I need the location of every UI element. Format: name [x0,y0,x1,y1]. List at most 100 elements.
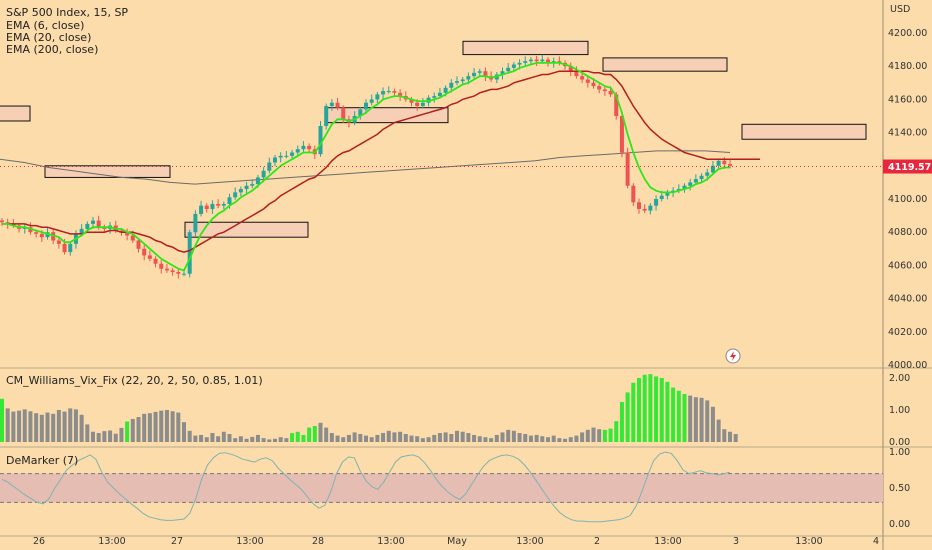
vix-bar [329,433,334,442]
vix-bar [273,438,277,442]
vix-bar [5,408,10,442]
candle-body [307,145,312,150]
candle-body [204,205,209,209]
candle-body [341,107,346,120]
candle-body [96,220,101,228]
vix-bar [375,434,380,442]
lightning-icon-bolt [730,351,736,361]
vix-bar [648,374,653,442]
candle-body [182,273,186,275]
vix-bar [625,392,630,442]
vix-bar [437,433,442,442]
vix-bar [705,400,710,442]
vix-bar [682,394,687,442]
vix-bar [324,427,329,442]
vix-bar [398,431,403,442]
vix-bar [693,397,698,442]
vix-bar [699,397,704,442]
candle-body [381,91,386,95]
vix-bar [460,431,465,442]
vix-bar [551,435,556,442]
vix-bar [39,414,44,442]
vix-bar [568,437,573,442]
candle-body [460,79,465,82]
vix-bar [267,439,272,442]
legend-ema20[interactable]: EMA (20, close) [6,31,92,44]
vix-bar [250,436,255,442]
time-tick-label: 4 [873,536,879,547]
candle-body [699,175,704,180]
vix-bar [415,436,420,442]
candle-body [364,102,368,110]
vix-bar [210,433,215,442]
vix-bar [227,434,232,442]
vix-bar [722,429,727,442]
candle-body [665,192,670,196]
vix-bar [0,398,4,442]
vix-bar [159,410,164,442]
demarker-line [1,451,731,523]
vix-bar [409,435,414,442]
vix-bar [676,390,681,442]
candle-body [159,263,164,269]
candle-body [273,157,277,163]
vix-bar [364,435,368,442]
candle-body [85,223,90,229]
vix-bar [574,435,579,442]
candle-body [437,92,442,97]
candle-body [602,89,607,92]
time-tick-label: 28 [312,536,324,547]
candle-body [619,116,624,153]
candle-body [62,243,67,253]
candle-body [585,79,590,83]
time-tick-label: 13:00 [236,536,263,547]
time-tick-label: 13:00 [795,536,822,547]
candle-body [375,94,380,100]
price-tick-label: 4180.00 [888,61,927,72]
vix-bar [608,428,613,442]
vix-bar [301,434,306,442]
candle-body [534,59,539,62]
vix-bar [642,374,647,442]
vix-bar [472,434,477,442]
vix-bar [204,437,209,442]
legend-ema200[interactable]: EMA (200, close) [6,43,99,56]
candle-body [278,155,283,158]
chart-title: S&P 500 Index, 15, SP [6,6,129,19]
vix-title[interactable]: CM_Williams_Vix_Fix (22, 20, 2, 50, 0.85… [6,374,263,387]
candle-body [580,76,585,80]
candle-body [511,64,516,68]
vix-bar [125,421,130,442]
legend-ema6[interactable]: EMA (6, close) [6,19,85,32]
vix-bar [45,412,50,442]
vix-bar [51,413,56,442]
vix-tick-label: 0.00 [889,437,910,448]
candle-body [728,164,732,166]
candle-body [199,205,204,214]
vix-bar [102,431,107,442]
vix-bar [85,424,90,442]
candle-body [170,270,175,273]
candle-body [358,109,363,116]
candle-body [597,86,602,90]
candle-body [637,202,641,209]
candle-body [324,106,329,126]
vix-bar [73,409,78,442]
candle-body [125,232,130,236]
candle-body [659,195,664,199]
vix-tick-label: 2.00 [889,373,910,384]
demarker-tick-label: 1.00 [889,447,910,458]
candle-body [142,248,147,256]
candle-body [335,102,340,108]
vix-bar [261,438,266,442]
vix-bar [34,413,39,442]
price-tick-label: 4140.00 [888,128,927,139]
vix-bar [216,436,221,442]
vix-bar [580,432,585,442]
candle-body [614,94,619,116]
price-zone-box [0,105,31,122]
vix-bar [619,402,624,442]
demarker-title[interactable]: DeMarker (7) [6,454,79,467]
candle-body [79,228,84,234]
